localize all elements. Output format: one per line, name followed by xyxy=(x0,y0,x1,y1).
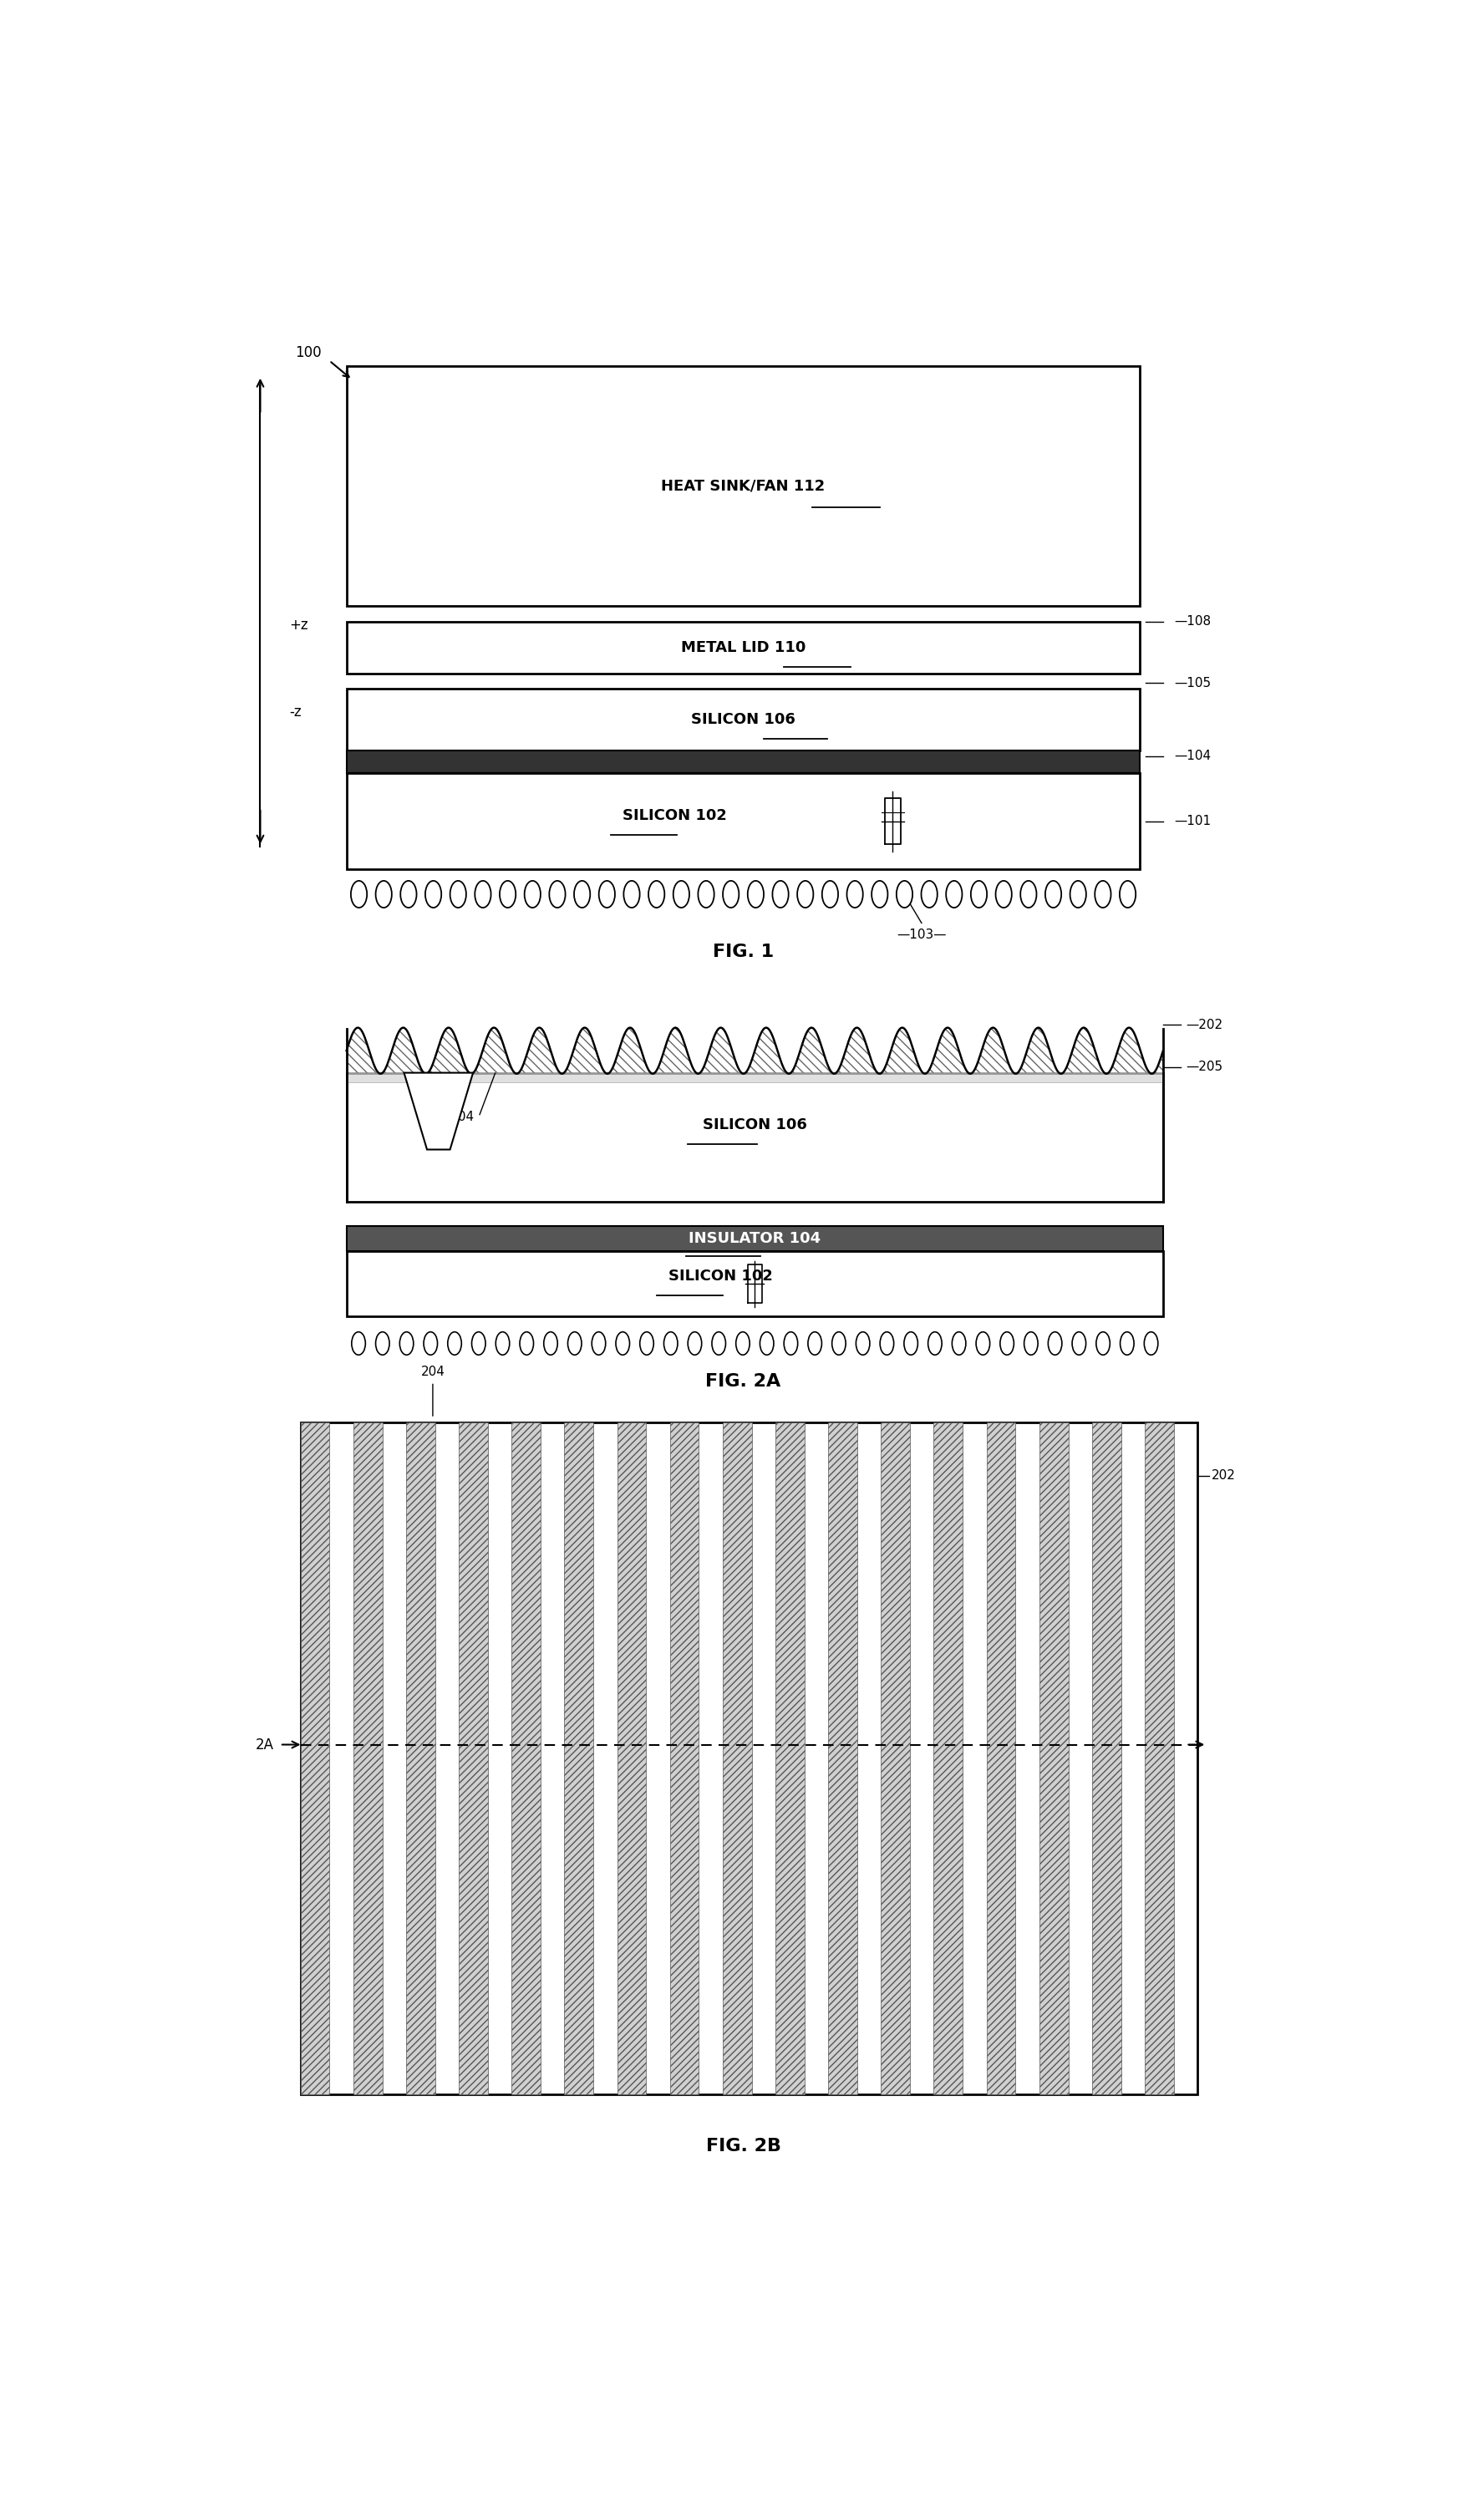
Bar xyxy=(300,1421,329,2094)
Bar xyxy=(669,1421,699,2094)
Bar xyxy=(881,1421,910,2094)
Text: —104: —104 xyxy=(1175,750,1211,763)
Text: —105: —105 xyxy=(1175,676,1211,691)
Bar xyxy=(828,1421,858,2094)
Bar xyxy=(564,1421,594,2094)
Text: 202: 202 xyxy=(1211,1468,1236,1483)
Bar xyxy=(1039,1421,1068,2094)
Text: SILICON 102: SILICON 102 xyxy=(668,1269,773,1284)
Bar xyxy=(1092,1421,1120,2094)
Bar xyxy=(347,1072,1163,1202)
Text: SILICON 106: SILICON 106 xyxy=(692,713,795,728)
Bar xyxy=(459,1421,488,2094)
Bar xyxy=(347,621,1140,673)
Text: -z: -z xyxy=(289,706,301,720)
Bar xyxy=(347,688,1140,750)
Polygon shape xyxy=(404,1072,473,1149)
Text: SILICON 106: SILICON 106 xyxy=(702,1117,807,1132)
Bar xyxy=(933,1421,963,2094)
Text: INSULATOR 104: INSULATOR 104 xyxy=(689,1232,821,1246)
Bar xyxy=(300,1421,1198,2094)
Text: —204: —204 xyxy=(438,1112,475,1124)
Text: FIG. 2B: FIG. 2B xyxy=(706,2137,781,2154)
Bar xyxy=(1144,1421,1174,2094)
Text: FIG. 1: FIG. 1 xyxy=(712,942,773,960)
Bar xyxy=(512,1421,540,2094)
Text: —108: —108 xyxy=(1175,616,1211,628)
Bar xyxy=(987,1421,1015,2094)
Text: +z: +z xyxy=(289,618,307,633)
Text: —103—: —103— xyxy=(896,930,947,942)
Text: —101: —101 xyxy=(1175,815,1211,828)
Text: METAL LID 110: METAL LID 110 xyxy=(681,641,806,656)
Bar xyxy=(353,1421,383,2094)
Bar xyxy=(347,366,1140,606)
Bar xyxy=(407,1421,435,2094)
Bar xyxy=(723,1421,752,2094)
Text: 2A: 2A xyxy=(255,1738,275,1753)
Text: FIG. 2A: FIG. 2A xyxy=(705,1374,781,1391)
Bar xyxy=(776,1421,804,2094)
Text: —202: —202 xyxy=(1186,1020,1223,1032)
Bar xyxy=(347,1251,1163,1316)
Bar xyxy=(347,773,1140,870)
Text: SILICON 102: SILICON 102 xyxy=(622,808,727,823)
Bar xyxy=(617,1421,646,2094)
Text: 204: 204 xyxy=(420,1366,445,1379)
Text: HEAT SINK/FAN 112: HEAT SINK/FAN 112 xyxy=(662,479,825,494)
Text: 100: 100 xyxy=(295,347,321,361)
Bar xyxy=(347,750,1140,773)
Text: —205: —205 xyxy=(1186,1060,1223,1074)
Bar xyxy=(347,1227,1163,1251)
